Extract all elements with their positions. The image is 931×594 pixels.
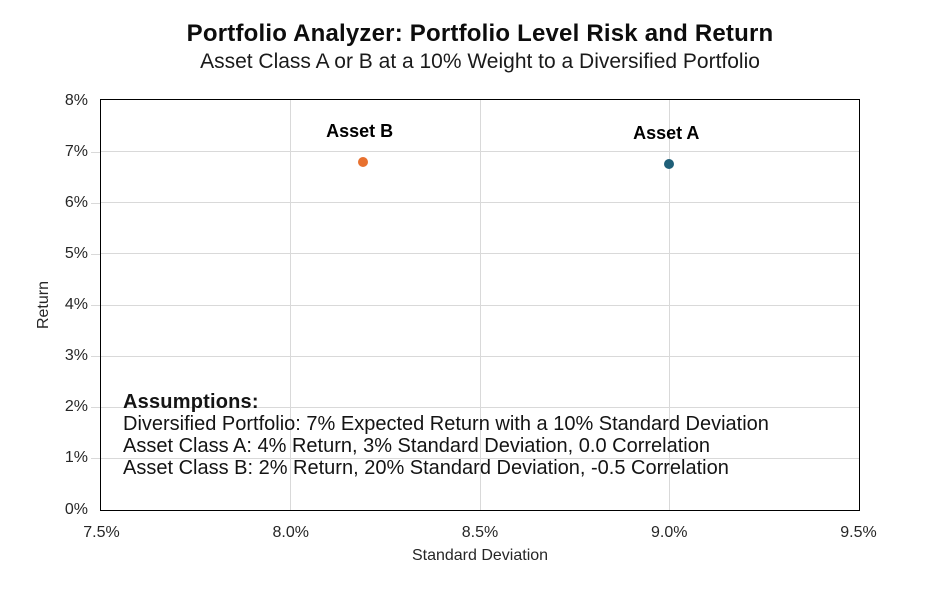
y-tick-label: 7% [64, 142, 88, 160]
y-tick-label: 3% [64, 347, 88, 365]
data-point-label-asset-a: Asset A [633, 123, 700, 144]
plot-area: Assumptions: Diversified Portfolio: 7% E… [100, 99, 860, 511]
assumption-line-asset-class-b: Asset Class B: 2% Return, 20% Standard D… [123, 457, 729, 479]
y-tick-label: 6% [64, 193, 88, 211]
y-gridline [101, 304, 859, 306]
y-gridline [101, 253, 859, 255]
y-gridline [101, 151, 859, 153]
assumption-line-asset-class-a: Asset Class A: 4% Return, 3% Standard De… [123, 435, 710, 457]
y-tick-label: 0% [64, 500, 88, 518]
y-tick-label: 5% [64, 244, 88, 262]
data-point-asset-a [664, 159, 675, 170]
y-tick-label: 2% [64, 398, 88, 416]
x-axis-title: Standard Deviation [411, 547, 549, 564]
assumption-line-diversified-portfolio: Diversified Portfolio: 7% Expected Retur… [123, 413, 769, 435]
y-tick-label: 1% [64, 449, 88, 467]
y-tick-mark [91, 151, 100, 153]
x-tick-label: 7.5% [83, 524, 120, 541]
y-tick-mark [91, 202, 100, 204]
y-tick-mark [91, 356, 100, 358]
y-gridline [101, 355, 859, 357]
y-tick-label: 4% [64, 296, 88, 313]
y-tick-mark [91, 407, 100, 409]
assumptions-annotation: Assumptions: Diversified Portfolio: 7% E… [123, 391, 769, 479]
y-tick-mark [91, 305, 100, 306]
assumptions-heading: Assumptions: [123, 391, 259, 413]
y-gridline [101, 457, 859, 459]
y-tick-mark [91, 458, 100, 460]
chart-subtitle: Asset Class A or B at a 10% Weight to a … [200, 50, 760, 73]
chart-title: Portfolio Analyzer: Portfolio Level Risk… [186, 20, 774, 47]
x-tick-label: 8.5% [461, 524, 499, 541]
y-tick-label: 8% [64, 91, 88, 109]
data-point-label-asset-b: Asset B [326, 120, 394, 141]
x-tick-label: 8.0% [272, 524, 309, 541]
x-tick-label: 9.5% [840, 524, 877, 541]
x-tick-label: 9.0% [651, 524, 688, 541]
y-gridline [101, 406, 859, 408]
y-tick-mark [91, 253, 100, 255]
y-gridline [101, 202, 859, 204]
data-point-asset-b [357, 156, 368, 167]
